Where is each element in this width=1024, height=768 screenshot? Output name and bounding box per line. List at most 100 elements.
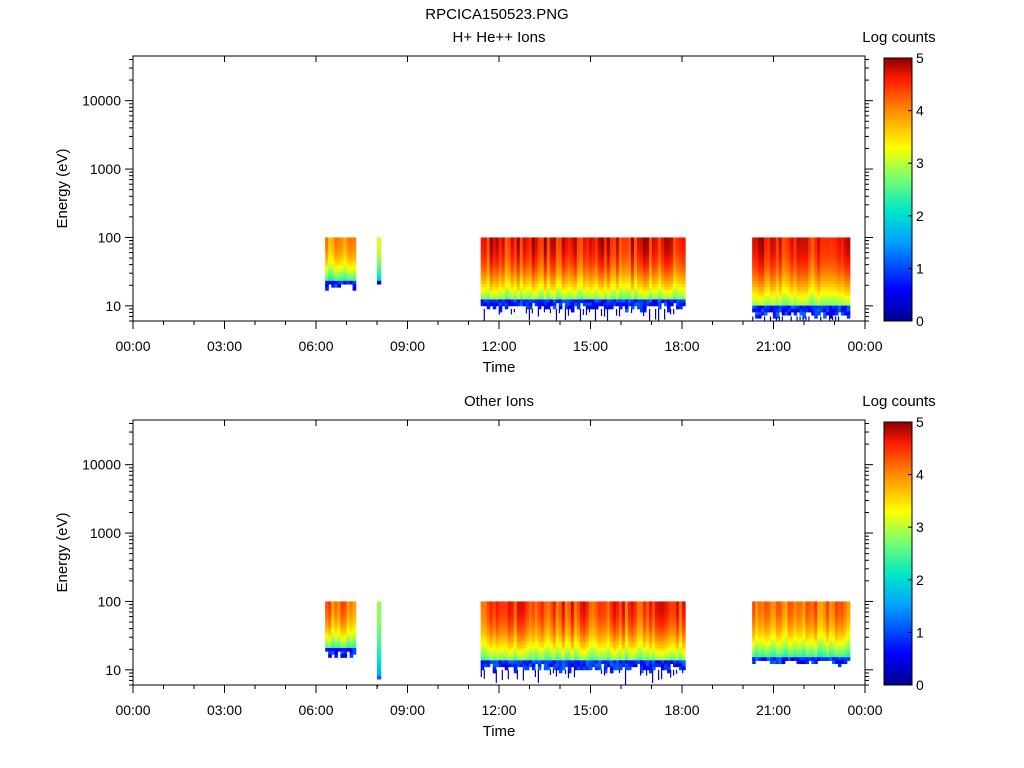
spectrogram-cell: [793, 635, 798, 640]
spectrogram-cell: [823, 240, 827, 245]
spectrogram-cell: [576, 280, 581, 285]
spectrogram-cell: [600, 293, 605, 297]
spectrogram-cell: [820, 237, 824, 242]
spectrogram-cell: [826, 302, 830, 307]
spectrogram-cell: [606, 274, 611, 279]
spectrogram-cell: [534, 287, 539, 291]
spectrogram-cell: [516, 601, 521, 606]
spectrogram-cell: [377, 601, 382, 606]
spectrogram-cell: [787, 641, 792, 646]
spectrogram-cell: [573, 601, 578, 606]
spectrogram-cell: [758, 311, 762, 316]
spectrogram-cell: [343, 265, 348, 270]
spectrogram-cell: [525, 644, 530, 649]
spectrogram-cell: [761, 252, 765, 257]
spectrogram-cell: [495, 249, 500, 254]
spectrogram-cell: [673, 243, 677, 248]
spectrogram-cell: [567, 237, 572, 242]
low-energy-streak: [630, 308, 633, 314]
spectrogram-cell: [543, 283, 548, 288]
spectrogram-cell: [633, 632, 638, 637]
spectrogram-cell: [570, 268, 575, 273]
spectrogram-cell: [567, 613, 572, 618]
spectrogram-cell: [510, 616, 515, 621]
spectrogram-cell: [615, 246, 620, 251]
spectrogram-cell: [651, 249, 656, 254]
spectrogram-cell: [766, 305, 771, 310]
spectrogram-cell: [651, 666, 656, 671]
spectrogram-cell: [352, 240, 357, 245]
spectrogram-cell: [325, 620, 329, 624]
spectrogram-cell: [761, 644, 765, 649]
spectrogram-cell: [645, 635, 650, 640]
data-interval: [480, 237, 686, 321]
spectrogram-cell: [823, 632, 827, 637]
spectrogram-cell: [615, 283, 620, 288]
spectrogram-cell: [758, 240, 762, 245]
spectrogram-cell: [567, 654, 572, 658]
spectrogram-cell: [540, 274, 545, 279]
spectrogram-cell: [787, 296, 792, 301]
spectrogram-cell: [648, 265, 653, 270]
spectrogram-cell: [796, 632, 801, 637]
spectrogram-cell: [480, 268, 485, 273]
spectrogram-cell: [537, 635, 542, 640]
spectrogram-cell: [555, 287, 560, 291]
spectrogram-cell: [489, 623, 494, 627]
low-energy-streak: [651, 669, 654, 684]
spectrogram-cell: [352, 601, 357, 606]
spectrogram-cell: [597, 277, 602, 282]
spectrogram-cell: [513, 252, 518, 257]
spectrogram-cell: [781, 601, 786, 606]
spectrogram-cell: [492, 299, 497, 304]
spectrogram-cell: [763, 280, 768, 285]
spectrogram-cell: [564, 657, 569, 661]
spectrogram-cell: [328, 274, 332, 279]
spectrogram-cell: [501, 249, 506, 254]
spectrogram-cell: [540, 626, 545, 630]
spectrogram-cell: [537, 626, 542, 630]
spectrogram-cell: [832, 243, 836, 248]
spectrogram-cell: [829, 644, 833, 649]
spectrogram-cell: [618, 644, 623, 649]
spectrogram-cell: [823, 641, 827, 646]
spectrogram-cell: [676, 620, 680, 624]
spectrogram-cell: [549, 243, 554, 248]
spectrogram-cell: [802, 259, 806, 263]
spectrogram-cell: [564, 252, 569, 257]
spectrogram-cell: [552, 620, 557, 624]
spectrogram-cell: [618, 265, 623, 270]
spectrogram-cell: [787, 271, 792, 276]
spectrogram-cell: [582, 638, 587, 643]
spectrogram-cell: [337, 616, 341, 621]
spectrogram-cell: [501, 274, 506, 279]
spectrogram-cell: [483, 277, 488, 282]
spectrogram-cell: [540, 280, 545, 285]
spectrogram-cell: [594, 299, 599, 304]
spectrogram-cell: [492, 651, 497, 655]
spectrogram-cell: [492, 252, 497, 257]
spectrogram-cell: [808, 252, 812, 257]
spectrogram-cell: [328, 246, 332, 251]
spectrogram-cell: [513, 629, 518, 634]
spectrogram-cell: [820, 635, 824, 640]
spectrogram-cell: [588, 268, 593, 273]
spectrogram-cell: [670, 657, 674, 661]
spectrogram-cell: [552, 274, 557, 279]
spectrogram-cell: [679, 259, 683, 263]
spectrogram-cell: [752, 265, 756, 270]
spectrogram-cell: [775, 613, 780, 618]
spectrogram-cell: [814, 268, 818, 273]
spectrogram-cell: [558, 290, 563, 294]
spectrogram-cell: [349, 607, 354, 612]
spectrogram-cell: [594, 623, 599, 627]
spectrogram-cell: [555, 663, 560, 668]
spectrogram-cell: [582, 259, 587, 263]
spectrogram-cell: [837, 268, 842, 273]
spectrogram-cell: [654, 660, 659, 665]
spectrogram-cell: [778, 296, 783, 301]
spectrogram-cell: [661, 277, 665, 282]
spectrogram-cell: [495, 237, 500, 242]
spectrogram-cell: [682, 632, 686, 637]
spectrogram-cell: [537, 607, 542, 612]
